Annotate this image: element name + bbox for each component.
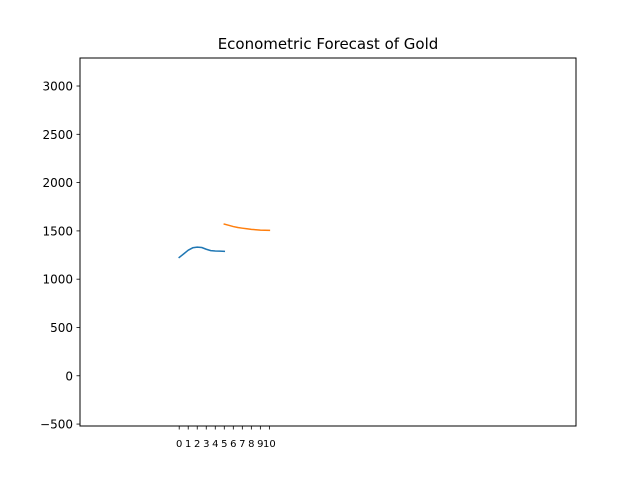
plot-frame	[79, 57, 577, 427]
y-axis: −500 0 500 1000 1500 2000 2500 3000	[40, 80, 80, 432]
chart-title: Econometric Forecast of Gold	[218, 35, 439, 53]
y-tick-label: 2500	[42, 128, 73, 142]
x-tick-label: 9	[257, 439, 263, 450]
series-line-1	[178, 246, 226, 259]
x-tick-label: 2	[194, 439, 200, 450]
plot-marks	[178, 223, 271, 259]
y-tick-label: 1500	[42, 224, 73, 238]
x-axis: 0 1 2 3 4 5 6 7 8 9 10	[176, 426, 276, 450]
x-tick-label: 5	[221, 439, 227, 450]
x-tick-label: 0	[176, 439, 182, 450]
y-tick-label: 1000	[42, 273, 73, 287]
x-tick-label: 4	[212, 439, 218, 450]
y-tick-label: 0	[65, 369, 73, 383]
series-line-2	[223, 223, 271, 232]
x-tick-label: 7	[239, 439, 245, 450]
x-tick-label: 10	[263, 439, 276, 450]
x-tick-label: 6	[230, 439, 236, 450]
x-tick-label: 3	[203, 439, 209, 450]
y-tick-label: −500	[40, 418, 73, 432]
x-tick-label: 1	[185, 439, 191, 450]
y-tick-label: 3000	[42, 80, 73, 94]
y-tick-label: 2000	[42, 176, 73, 190]
y-tick-label: 500	[50, 321, 73, 335]
x-tick-label: 8	[248, 439, 254, 450]
